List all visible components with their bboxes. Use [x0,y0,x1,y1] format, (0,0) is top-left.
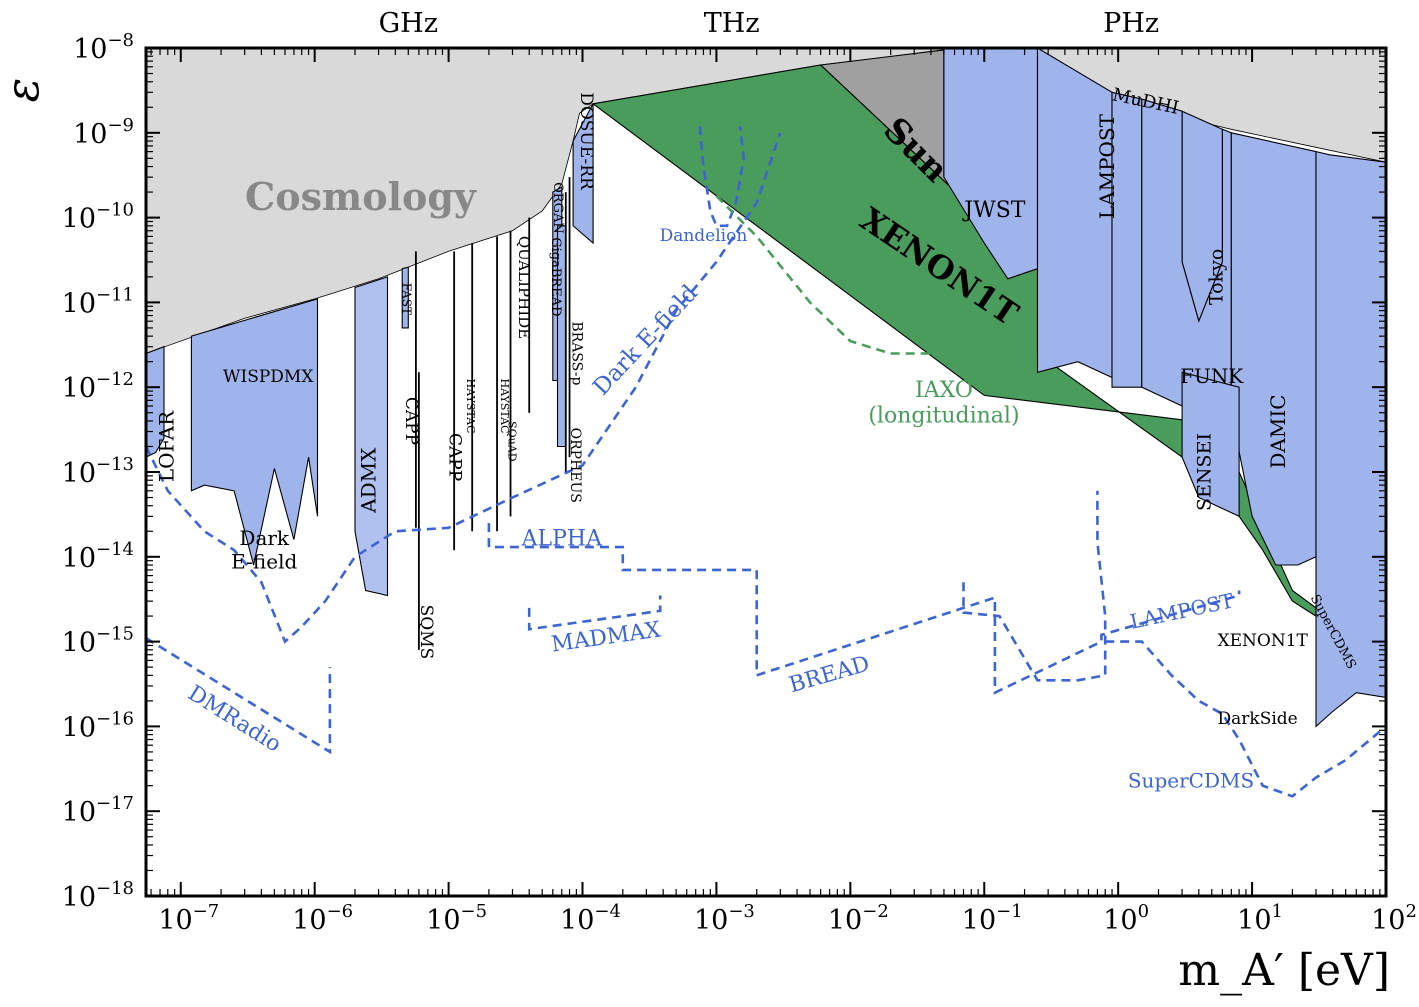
projection-lampost-projected [962,490,1107,682]
region-label-lampost: LAMPOST [1095,113,1119,219]
region-lampost [1036,48,1113,379]
y-tick-label: 10−15 [62,624,134,659]
exclusion-line-label-squad: SQuAD [506,421,519,462]
x-tick-label: 100 [1103,901,1149,936]
x-tick-label: 102 [1371,901,1417,936]
x-tick-label: 10−7 [158,901,219,936]
region-wispdmx [190,298,319,566]
x-tick-label: 10−6 [292,901,353,936]
region-label-sensei: SENSEI [1194,433,1216,511]
region-label-gigabread: GigaBREAD [548,237,563,316]
y-tick-label: 10−14 [62,539,134,574]
x-tick-label: 10−5 [426,901,487,936]
exclusion-line-label-orpheus: ORPHEUS [567,428,583,503]
region-label-tokyo: Tokyo [1205,249,1227,305]
projection-alpha [487,523,759,676]
exclusion-line-label-capp-2: CAPP [445,433,465,481]
region-lofar [146,345,165,458]
region-label-funk: FUNK [1180,364,1244,388]
x-tick-label: 10−3 [694,901,755,936]
region-label-wispdmx: WISPDMX [223,367,314,387]
y-tick-label: 10−17 [62,793,134,828]
tick-labels-layer: 10−7 10−6 10−5 10−4 10−3 10−2 10−1 100 101 102 10−… [62,30,1417,936]
projection-bread [756,590,1241,695]
exclusion-line-label-qualiphide: QUALIPHIDE [515,236,533,339]
projection-dandelion [698,125,746,228]
projection-dark-e-field-projected [146,132,782,644]
projection-label-dandelion: Dandelion [660,226,748,246]
region-jwst [943,48,1039,280]
region-label-cosmology: Cosmology [245,174,477,219]
region-supercdms [1315,150,1386,728]
y-tick-label: 10−16 [62,708,134,743]
region-admx [354,276,389,597]
region-label-organ: ORGAN [550,182,565,234]
region-label-jwst: JWST [962,198,1026,223]
x-tick-label: 10−1 [962,901,1023,936]
exclusion-line-label-capp-1: CAPP [401,397,421,445]
y-tick-label: 10−11 [62,284,134,319]
projection-label-alpha: ALPHA [521,526,603,551]
y-tick-label: 10−8 [73,30,134,65]
region-fast [401,266,409,329]
region-sensei [1181,371,1240,518]
region-label-damic: DAMIC [1266,394,1290,468]
exclusion-line-label-haystac-1: HAYSTAC [464,379,477,434]
region-label-fast: FAST [399,283,413,315]
y-tick-label: 10−18 [62,878,134,913]
exclusion-line-label-brass-p: BRASS-p [568,321,584,385]
region-label-lofar: LOFAR [154,410,178,482]
y-tick-label: 10−13 [62,454,134,489]
annotation-dark-0: Dark [239,526,290,550]
ticks-layer [146,47,1387,897]
projections-layer [146,125,1386,798]
region-cosmology [146,48,1386,354]
x-tick-label: 10−4 [560,901,621,936]
projection-dmradio [146,636,332,755]
y-tick-label: 10−12 [62,369,134,404]
region-dosue-rr [572,103,594,245]
exclusion-line-label-sqms: SQMS [416,605,436,660]
y-tick-label: 10−9 [73,115,134,150]
projection-label-supercdms-projected: SuperCDMS [1128,769,1254,793]
region-label-admx: ADMX [357,447,381,514]
region-funk [1141,98,1232,407]
region-label-dosue-rr: DOSUE-RR [576,92,596,191]
projection-sublabel-iaxo-longitudinal: (longitudinal) [868,403,1019,428]
x-tick-label: 10−2 [828,901,889,936]
exclusion-lines-layer [415,177,571,650]
projection-supercdms-projected [1105,640,1386,798]
x-tick-label: 101 [1237,901,1283,936]
annotation-e-field-1: E-field [231,549,297,573]
top-axis-label-phz: PHz [1103,8,1159,39]
annotation-xenon1t-2: XENON1T [1218,631,1309,651]
top-axis-labels-layer: GHz THz PHz [379,8,1160,39]
y-axis-label: ε [0,78,49,103]
projection-iaxo-longitudinal [715,195,1000,355]
regions-layer [146,48,1386,728]
projection-label-iaxo-longitudinal: IAXO [915,378,973,403]
top-axis-label-ghz: GHz [379,8,438,39]
top-axis-label-thz: THz [704,8,760,39]
x-axis-label: m_A′ [eV] [1178,945,1390,996]
y-tick-label: 10−10 [62,200,134,235]
annotation-darkside-3: DarkSide [1218,709,1298,729]
region-labels-layer: Cosmology LOFAR WISPDMX ADMX FAST ORGAN GigaBR… [154,84,1358,792]
exclusion-line-label-haystac-2: HAYSTAC [498,379,511,434]
